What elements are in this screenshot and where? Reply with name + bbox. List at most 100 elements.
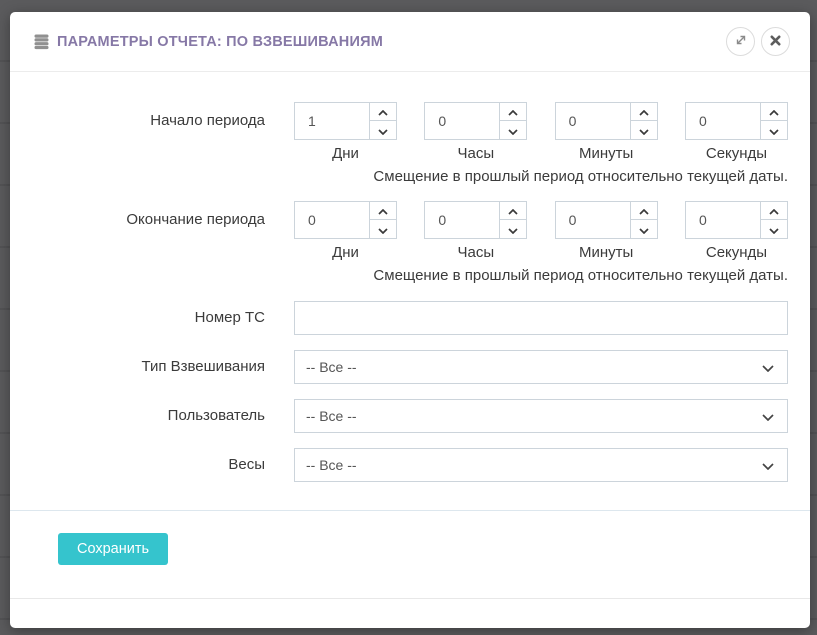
user-label: Пользователь (167, 407, 265, 424)
period-end-days-group: Дни (294, 201, 397, 262)
user-select[interactable]: -- Все -- (294, 399, 788, 433)
form-row-period-end: Окончание периода Дни (33, 201, 788, 286)
period-end-label: Окончание периода (126, 211, 265, 228)
spin-buttons (369, 202, 396, 238)
chevron-down-icon (639, 123, 649, 138)
select-value: -- Все -- (306, 359, 357, 375)
period-start-spinners: Дни Часы (294, 102, 788, 163)
spin-up-button[interactable] (630, 103, 657, 121)
window-controls (726, 27, 790, 56)
spin-down-button[interactable] (370, 220, 396, 238)
report-params-modal: ПАРАМЕТРЫ ОТЧЕТА: ПО ВЗВЕШИВАНИЯМ (10, 12, 810, 628)
modal-body: Начало периода Дни (10, 72, 810, 510)
weighing-type-field: -- Все -- (294, 350, 788, 384)
period-end-spinners: Дни Часы (294, 201, 788, 262)
select-value: -- Все -- (306, 408, 357, 424)
close-x-icon (770, 34, 781, 49)
chevron-down-icon (508, 123, 518, 138)
period-end-minutes-input[interactable] (555, 202, 630, 238)
save-button[interactable]: Сохранить (58, 533, 169, 565)
spin-up-button[interactable] (760, 202, 787, 220)
spin-down-button[interactable] (500, 220, 527, 238)
period-start-hours-spinner (424, 102, 528, 140)
spin-buttons (499, 103, 527, 139)
period-start-seconds-input[interactable] (685, 103, 760, 139)
spin-up-button[interactable] (370, 202, 396, 220)
period-end-hours-spinner (424, 201, 528, 239)
spin-up-button[interactable] (500, 103, 527, 121)
spin-up-button[interactable] (500, 202, 527, 220)
chevron-up-icon (378, 104, 388, 119)
weighing-type-label: Тип Взвешивания (141, 358, 265, 375)
period-end-seconds-group: Секунды (684, 201, 788, 262)
chevron-down-icon (508, 222, 518, 237)
period-end-days-input[interactable] (295, 202, 369, 238)
chevron-down-icon (762, 457, 774, 473)
spin-up-button[interactable] (630, 202, 657, 220)
spin-down-button[interactable] (630, 220, 657, 238)
period-start-minutes-group: Минуты (554, 102, 658, 163)
unit-label-seconds: Секунды (705, 244, 768, 261)
database-icon (33, 34, 50, 50)
weighing-type-select[interactable]: -- Все -- (294, 350, 788, 384)
period-start-days-group: Дни (294, 102, 397, 163)
unit-label-hours: Часы (457, 244, 495, 261)
spin-buttons (629, 202, 657, 238)
period-start-hours-group: Часы (424, 102, 528, 163)
unit-label-minutes: Минуты (579, 145, 634, 162)
period-start-hint: Смещение в прошлый период относительно т… (373, 168, 788, 185)
period-start-days-spinner (294, 102, 397, 140)
period-start-label: Начало периода (150, 112, 265, 129)
chevron-down-icon (378, 123, 388, 138)
spin-up-button[interactable] (370, 103, 396, 121)
unit-label-minutes: Минуты (579, 244, 634, 261)
scales-field: -- Все -- (294, 448, 788, 482)
unit-label-seconds: Секунды (705, 145, 768, 162)
period-start-minutes-spinner (554, 102, 658, 140)
expand-button[interactable] (726, 27, 755, 56)
save-section: Сохранить (10, 510, 810, 598)
form-row-scales: Весы -- Все -- (33, 448, 788, 482)
chevron-down-icon (762, 359, 774, 375)
spin-buttons (629, 103, 657, 139)
vehicle-number-input[interactable] (294, 301, 788, 335)
spin-up-button[interactable] (760, 103, 787, 121)
chevron-up-icon (508, 104, 518, 119)
period-start-seconds-spinner (684, 102, 788, 140)
modal-title: ПАРАМЕТРЫ ОТЧЕТА: ПО ВЗВЕШИВАНИЯМ (57, 33, 383, 50)
period-end-hours-input[interactable] (425, 202, 500, 238)
close-button[interactable] (761, 27, 790, 56)
modal-title-group: ПАРАМЕТРЫ ОТЧЕТА: ПО ВЗВЕШИВАНИЯМ (33, 34, 383, 50)
period-start-field: Дни Часы (294, 102, 788, 187)
period-start-hours-input[interactable] (425, 103, 500, 139)
spin-down-button[interactable] (760, 121, 787, 139)
chevron-down-icon (378, 222, 388, 237)
period-end-seconds-input[interactable] (685, 202, 760, 238)
spin-down-button[interactable] (760, 220, 787, 238)
form-row-period-start: Начало периода Дни (33, 102, 788, 187)
period-start-days-input[interactable] (295, 103, 369, 139)
chevron-down-icon (762, 408, 774, 424)
chevron-up-icon (639, 104, 649, 119)
spin-down-button[interactable] (500, 121, 527, 139)
form-row-vehicle-number: Номер ТС (33, 301, 788, 335)
period-end-field: Дни Часы (294, 201, 788, 286)
period-start-minutes-input[interactable] (555, 103, 630, 139)
unit-label-days: Дни (332, 145, 359, 162)
period-start-seconds-group: Секунды (684, 102, 788, 163)
select-value: -- Все -- (306, 457, 357, 473)
chevron-up-icon (378, 203, 388, 218)
spin-down-button[interactable] (630, 121, 657, 139)
spin-down-button[interactable] (370, 121, 396, 139)
unit-label-days: Дни (332, 244, 359, 261)
period-end-days-spinner (294, 201, 397, 239)
chevron-down-icon (769, 123, 779, 138)
chevron-down-icon (769, 222, 779, 237)
user-field: -- Все -- (294, 399, 788, 433)
vehicle-number-label: Номер ТС (194, 309, 265, 326)
expand-arrows-icon (734, 33, 748, 50)
spin-buttons (369, 103, 396, 139)
period-end-seconds-spinner (684, 201, 788, 239)
scales-select[interactable]: -- Все -- (294, 448, 788, 482)
